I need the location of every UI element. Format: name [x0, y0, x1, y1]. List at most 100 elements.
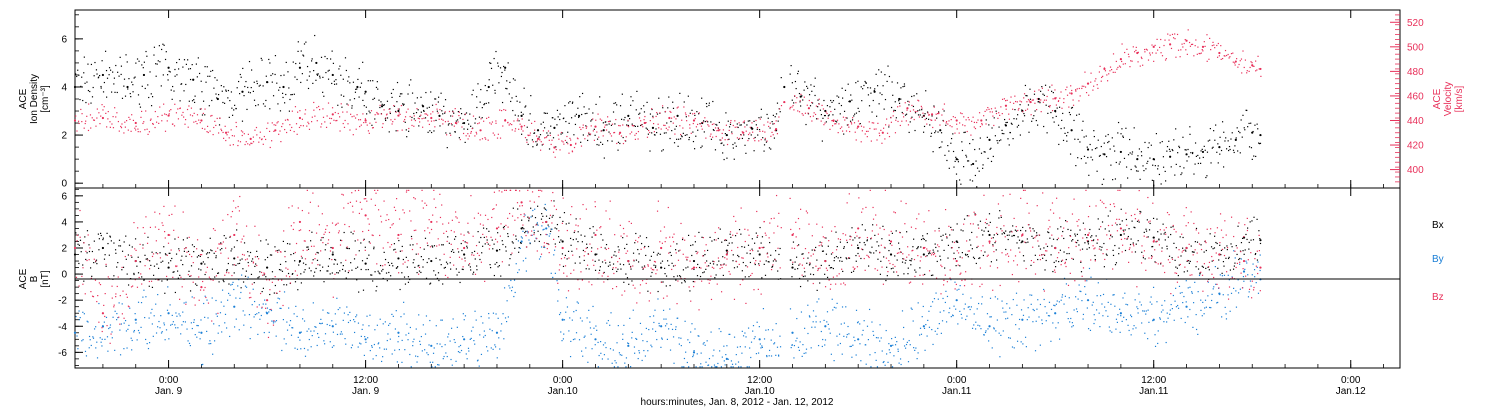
bx-dot — [864, 229, 866, 231]
velocity-dot — [331, 107, 334, 109]
ion-density-dot — [1199, 157, 1201, 159]
bx-dot — [1193, 251, 1195, 253]
ion-density-dot — [264, 105, 266, 107]
ion-density-dot — [463, 128, 465, 130]
velocity-dot — [135, 129, 137, 131]
velocity-dot — [416, 108, 418, 110]
bx-dot — [1125, 218, 1128, 221]
ion-density-dot — [814, 77, 816, 79]
bx-dot — [925, 240, 927, 242]
ion-density-dot — [725, 112, 727, 114]
bx-dot — [571, 250, 573, 252]
by-dot — [721, 356, 723, 358]
bx-dot — [978, 257, 980, 260]
bx-dot — [187, 250, 190, 253]
ion-density-dot — [638, 113, 640, 115]
by-dot — [221, 331, 223, 333]
by-dot — [699, 366, 701, 368]
ion-density-dot — [85, 101, 87, 104]
bx-dot — [966, 254, 969, 256]
bx-dot — [1120, 208, 1122, 210]
by-dot — [492, 312, 495, 314]
ion-density-dot — [587, 139, 589, 142]
ion-density-point — [1259, 133, 1262, 137]
ion-density-point — [627, 114, 630, 117]
bx-dot — [1003, 231, 1005, 234]
velocity-dot — [804, 112, 807, 114]
ion-density-dot — [114, 91, 116, 93]
ion-density-dot — [204, 114, 206, 116]
ion-density-dot — [1023, 112, 1025, 115]
bx-dot — [235, 264, 237, 266]
ion-density-dot — [515, 95, 517, 98]
velocity-dot — [307, 121, 309, 123]
ion-density-dot — [390, 92, 393, 94]
bx-dot — [376, 285, 378, 288]
bx-dot — [1018, 239, 1021, 241]
ion-density-dot — [574, 123, 577, 126]
bx-dot — [1026, 238, 1028, 240]
velocity-dot — [638, 117, 641, 119]
ion-density-dot — [1107, 133, 1109, 136]
velocity-dot — [670, 111, 672, 113]
bx-dot — [902, 258, 904, 260]
ion-density-dot — [950, 137, 953, 140]
bx-dot — [462, 268, 464, 271]
velocity-dot — [161, 120, 163, 122]
bx-dot — [1248, 248, 1250, 250]
bx-dot — [943, 249, 945, 251]
velocity-dot — [314, 115, 316, 117]
bx-dot — [937, 250, 939, 252]
by-dot — [458, 346, 460, 348]
ion-density-dot — [986, 136, 988, 138]
by-dot — [241, 274, 243, 276]
ion-density-dot — [333, 80, 335, 82]
ion-density-dot — [489, 62, 491, 64]
velocity-dot — [797, 110, 799, 112]
bx-dot — [406, 266, 408, 268]
ion-density-dot — [960, 183, 962, 185]
ion-density-dot — [654, 134, 656, 136]
bx-point — [660, 266, 663, 269]
by-dot — [546, 234, 548, 236]
velocity-dot — [760, 139, 762, 141]
velocity-dot — [495, 120, 497, 122]
by-dot — [763, 338, 766, 340]
ion-density-dot — [284, 102, 286, 104]
by-dot — [618, 352, 621, 354]
by-dot — [621, 354, 623, 356]
ion-density-dot — [1138, 148, 1141, 150]
velocity-dot — [417, 117, 419, 119]
ion-density-dot — [488, 102, 490, 104]
velocity-dot — [1005, 108, 1007, 110]
ion-density-dot — [998, 140, 1000, 142]
ion-density-dot — [1255, 155, 1257, 158]
ion-density-dot — [849, 120, 852, 122]
by-dot — [595, 325, 597, 327]
velocity-dot — [1211, 44, 1213, 47]
by-point — [660, 325, 663, 328]
velocity-dot — [1103, 67, 1106, 69]
ion-density-dot — [100, 87, 102, 89]
bx-dot — [276, 249, 278, 252]
velocity-dot — [214, 120, 216, 122]
ion-density-dot — [301, 73, 303, 75]
bx-dot — [118, 245, 120, 247]
ion-density-dot — [883, 108, 885, 110]
ion-density-dot — [277, 103, 279, 105]
by-dot — [415, 355, 417, 357]
bx-dot — [1105, 253, 1107, 255]
ion-density-dot — [957, 161, 960, 163]
velocity-dot — [424, 113, 426, 115]
by-dot — [463, 319, 465, 321]
bx-dot — [1070, 229, 1072, 231]
ion-density-dot — [419, 115, 421, 117]
by-dot — [476, 360, 479, 362]
bx-dot — [160, 261, 162, 263]
by-dot — [155, 303, 157, 305]
by-dot — [75, 315, 77, 318]
velocity-dot — [489, 122, 491, 124]
by-dot — [797, 346, 800, 348]
velocity-dot — [873, 128, 875, 130]
velocity-dot — [677, 106, 679, 108]
